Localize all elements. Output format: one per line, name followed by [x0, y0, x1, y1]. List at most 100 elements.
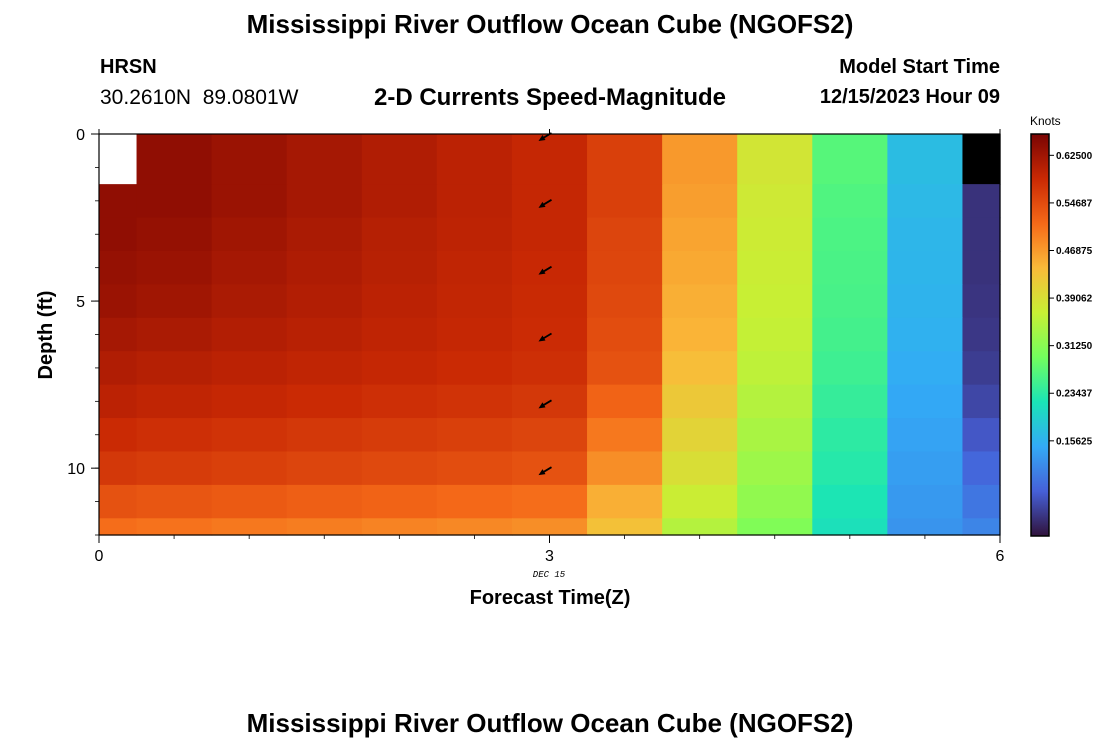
- heatmap-cell: [587, 418, 663, 453]
- current-arrow: [538, 399, 552, 409]
- heatmap-cell: [136, 518, 213, 536]
- heatmap-cells: [99, 134, 1001, 536]
- heatmap-cell: [511, 484, 588, 519]
- x-tick-label: 0: [95, 548, 104, 565]
- heatmap-cell: [99, 518, 138, 536]
- heatmap-cell: [436, 317, 513, 352]
- heatmap-cell: [361, 134, 438, 185]
- heatmap-cell: [962, 418, 1001, 453]
- heatmap-cell: [737, 451, 813, 486]
- colorbar-tick-label: 0.23437: [1056, 389, 1093, 400]
- heatmap-cell: [737, 317, 813, 352]
- heatmap-cell: [662, 451, 738, 486]
- heatmap-cell: [211, 518, 288, 536]
- heatmap-cell: [737, 518, 813, 536]
- heatmap-cell: [136, 284, 213, 319]
- heatmap-cell: [887, 384, 964, 419]
- heatmap-cell: [136, 384, 213, 419]
- heatmap-cell: [737, 418, 813, 453]
- heatmap-cell: [587, 184, 663, 219]
- heatmap-cell: [887, 317, 964, 352]
- heatmap-cell: [662, 384, 738, 419]
- heatmap-cell: [662, 184, 738, 219]
- heatmap-cell: [812, 418, 888, 453]
- speed-heatmap-chart: 0 3 6 0 5 10 Forecast Time(Z) Depth (ft) DEC …: [35, 114, 1093, 609]
- plot-title: 2-D Currents Speed-Magnitude: [373, 84, 727, 111]
- heatmap-cell: [361, 317, 438, 352]
- heatmap-cell: [587, 484, 663, 519]
- heatmap-cell: [812, 484, 888, 519]
- heatmap-cell: [99, 317, 138, 352]
- heatmap-cell: [662, 250, 738, 285]
- heatmap-cell: [737, 184, 813, 219]
- heatmap-cell: [286, 351, 363, 386]
- heatmap-cell: [962, 250, 1001, 285]
- heatmap-cell: [436, 184, 513, 219]
- colorbar-label: Knots: [1030, 114, 1061, 128]
- chart-title: Mississippi River Outflow Ocean Cube (NG…: [246, 9, 854, 39]
- heatmap-cell: [662, 418, 738, 453]
- heatmap-cell: [511, 351, 588, 386]
- heatmap-cell: [511, 284, 588, 319]
- heatmap-cell: [737, 284, 813, 319]
- heatmap-cell: [286, 250, 363, 285]
- heatmap-cell: [587, 384, 663, 419]
- station-name: HRSN: [100, 56, 157, 78]
- heatmap-cell: [211, 134, 288, 185]
- colorbar-gradient: [1030, 133, 1050, 537]
- heatmap-cell: [662, 484, 738, 519]
- heatmap-cell: [361, 451, 438, 486]
- heatmap-cell: [99, 351, 138, 386]
- colorbar: Knots 0.15625 0.23437 0.31250 0.39062 0.4687…: [1030, 114, 1093, 537]
- heatmap-cell: [286, 284, 363, 319]
- heatmap-cell: [587, 518, 663, 536]
- footer-title: Mississippi River Outflow Ocean Cube (NG…: [246, 708, 854, 738]
- heatmap-cell: [662, 217, 738, 252]
- heatmap-cell: [887, 284, 964, 319]
- heatmap-cell: [812, 184, 888, 219]
- heatmap-cell: [887, 518, 964, 536]
- heatmap-cell: [361, 250, 438, 285]
- heatmap-cell: [436, 518, 513, 536]
- heatmap-cell: [812, 384, 888, 419]
- x-axis-label: Forecast Time(Z): [470, 587, 631, 609]
- heatmap-cell: [587, 134, 663, 185]
- heatmap-cell: [211, 451, 288, 486]
- heatmap-cell: [361, 351, 438, 386]
- station-coordinates: 30.2610N 89.0801W: [100, 86, 299, 109]
- heatmap-cell: [99, 384, 138, 419]
- heatmap-cell: [211, 484, 288, 519]
- heatmap-cell: [887, 451, 964, 486]
- heatmap-cell: [136, 418, 213, 453]
- heatmap-cell: [962, 484, 1001, 519]
- heatmap-cell: [286, 317, 363, 352]
- heatmap-cell: [99, 451, 138, 486]
- heatmap-cell: [887, 250, 964, 285]
- heatmap-cell: [587, 284, 663, 319]
- heatmap-cell: [662, 317, 738, 352]
- heatmap-cell: [361, 484, 438, 519]
- heatmap-cell: [962, 518, 1001, 536]
- heatmap-cell: [962, 384, 1001, 419]
- heatmap-cell: [286, 418, 363, 453]
- heatmap-cell: [812, 250, 888, 285]
- current-arrow: [538, 466, 552, 476]
- colorbar-tick-label: 0.31250: [1056, 341, 1093, 352]
- heatmap-cell: [511, 418, 588, 453]
- heatmap-cell: [211, 384, 288, 419]
- colorbar-tick-label: 0.46875: [1056, 246, 1093, 257]
- heatmap-cell: [962, 284, 1001, 319]
- heatmap-cell: [286, 217, 363, 252]
- heatmap-cell: [812, 134, 888, 185]
- colorbar-tick-label: 0.39062: [1056, 294, 1093, 305]
- current-arrow: [538, 199, 552, 208]
- heatmap-cell: [962, 451, 1001, 486]
- heatmap-cell: [887, 484, 964, 519]
- heatmap-cell: [812, 217, 888, 252]
- heatmap-cell: [737, 134, 813, 185]
- heatmap-cell: [511, 518, 588, 536]
- heatmap-cell: [361, 418, 438, 453]
- heatmap-cell: [587, 250, 663, 285]
- heatmap-cell: [211, 284, 288, 319]
- heatmap-cell: [962, 351, 1001, 386]
